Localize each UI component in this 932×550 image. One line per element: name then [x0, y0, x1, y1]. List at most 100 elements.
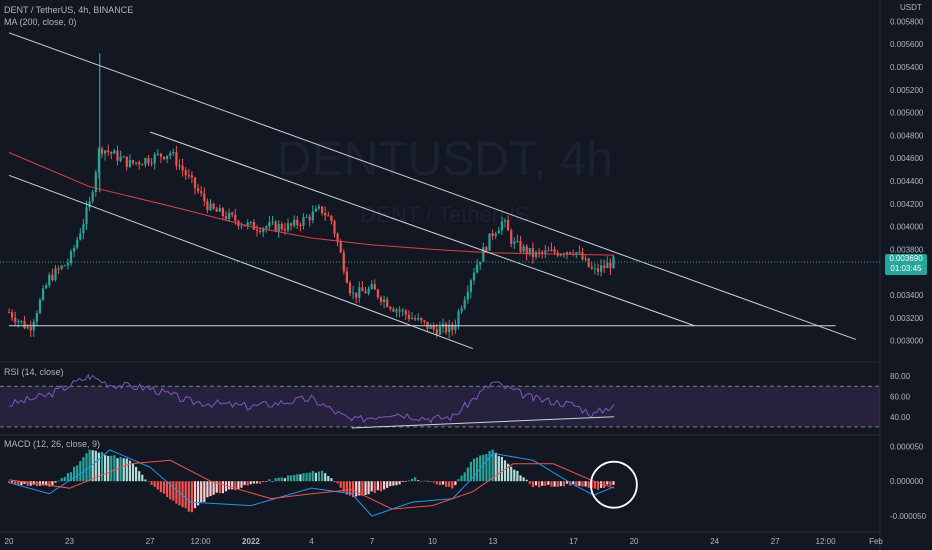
- histogram-bar: [308, 472, 311, 482]
- histogram-bar: [26, 481, 29, 486]
- histogram-bar: [525, 479, 528, 482]
- histogram-bar: [423, 480, 426, 482]
- histogram-bar: [51, 481, 54, 486]
- rsi-line: [8, 373, 615, 424]
- histogram-bar: [590, 481, 593, 488]
- histogram-bar: [249, 481, 252, 485]
- histogram-bar: [531, 481, 534, 488]
- histogram-bar: [435, 481, 438, 485]
- trendline: [149, 131, 695, 327]
- histogram-bar: [538, 481, 541, 488]
- candle-body: [454, 324, 457, 331]
- candle-body: [197, 188, 200, 192]
- candle-body: [7, 312, 11, 314]
- histogram-bar: [398, 481, 401, 485]
- histogram-bar: [472, 458, 476, 482]
- signal-line: [8, 459, 615, 510]
- candle-body: [324, 213, 327, 216]
- histogram-bar: [23, 481, 26, 484]
- histogram-bar: [240, 481, 243, 488]
- histogram-bar: [593, 481, 596, 489]
- histogram-bar: [169, 481, 172, 500]
- histogram-bar: [42, 481, 45, 486]
- histogram-bar: [491, 449, 494, 482]
- histogram-bar: [11, 481, 14, 483]
- histogram-bar: [565, 481, 569, 484]
- histogram-bar: [544, 481, 547, 486]
- histogram-bar: [327, 476, 330, 482]
- candle-body: [110, 152, 113, 154]
- candle-body: [507, 220, 510, 231]
- ma200-line: [8, 152, 614, 256]
- histogram-bar: [187, 481, 190, 512]
- candle-body: [392, 308, 395, 312]
- histogram-bar: [125, 458, 128, 482]
- candle-body: [175, 152, 178, 166]
- histogram-bar: [135, 466, 138, 482]
- macd-annotation-circle: [589, 460, 638, 509]
- candle-body: [184, 170, 187, 176]
- candle-body: [262, 228, 265, 232]
- candle-body: [420, 317, 423, 321]
- candle-body: [122, 156, 125, 158]
- candle-body: [593, 268, 596, 270]
- candle-body: [358, 287, 361, 298]
- candle-body: [305, 216, 308, 218]
- histogram-bar: [497, 456, 500, 482]
- candle-body: [389, 306, 392, 309]
- candle-body: [612, 256, 615, 269]
- histogram-bar: [389, 481, 392, 487]
- histogram-bar: [228, 481, 231, 490]
- macd-tick-label: 0.000000: [890, 477, 924, 486]
- candle-body: [54, 268, 57, 281]
- histogram-bar: [131, 463, 135, 482]
- histogram-bar: [252, 481, 255, 484]
- histogram-bar: [200, 481, 203, 503]
- price-tick-label: 0.005600: [890, 40, 924, 49]
- rsi-divergence-line: [351, 416, 614, 429]
- watermark-symbol: DENTUSDT, 4h: [277, 133, 613, 186]
- candle-body: [345, 271, 348, 283]
- candle-body: [528, 248, 531, 255]
- histogram-bar: [237, 481, 240, 490]
- candle-body: [383, 299, 386, 303]
- histogram-bar: [348, 481, 352, 496]
- histogram-bar: [277, 477, 280, 482]
- histogram-bar: [119, 457, 122, 482]
- candle-body: [342, 252, 345, 272]
- candle-body: [510, 230, 513, 244]
- histogram-bar: [476, 457, 479, 482]
- histogram-bar: [386, 481, 389, 488]
- candle-body: [69, 251, 73, 264]
- histogram-bar: [395, 481, 398, 486]
- histogram-bar: [438, 481, 441, 486]
- candle-body: [544, 250, 547, 254]
- histogram-bar: [569, 481, 572, 486]
- histogram-bar: [448, 481, 451, 487]
- histogram-bar: [485, 454, 488, 482]
- candle-body: [14, 317, 17, 323]
- candle-body: [429, 325, 432, 329]
- candle-body: [135, 162, 138, 164]
- candle-body: [240, 225, 243, 227]
- candle-body: [131, 160, 135, 164]
- candle-body: [88, 201, 91, 208]
- histogram-bar: [209, 481, 212, 497]
- histogram-bar: [333, 481, 336, 482]
- price-tick-label: 0.005800: [890, 17, 924, 26]
- candle-body: [565, 252, 569, 255]
- candle-body: [283, 229, 286, 231]
- time-tick-label: 27: [771, 537, 780, 546]
- ma-legend: MA (200, close, 0): [4, 17, 77, 27]
- histogram-bar: [550, 481, 553, 487]
- rsi-tick-label: 40.00: [890, 413, 911, 422]
- histogram-bar: [156, 481, 159, 490]
- candle-body: [104, 150, 107, 154]
- candle-body: [265, 226, 268, 229]
- histogram-bar: [482, 454, 485, 482]
- histogram-bar: [293, 474, 296, 482]
- candle-body: [17, 321, 20, 323]
- histogram-bar: [376, 481, 379, 491]
